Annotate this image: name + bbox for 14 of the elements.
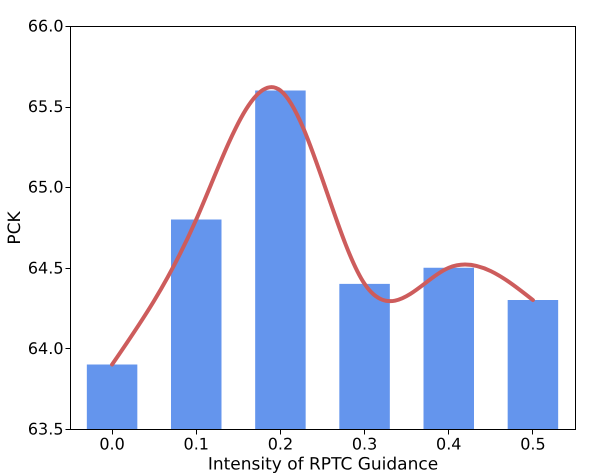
y-tick-label: 65.5 (28, 97, 64, 116)
y-tick-label: 66.0 (28, 16, 64, 36)
x-tick-label: 0.3 (352, 434, 378, 454)
x-tick-label: 0.0 (99, 434, 125, 454)
x-tick-label: 0.5 (520, 434, 546, 454)
x-tick-label: 0.4 (436, 434, 462, 454)
x-tick-label: 0.2 (268, 434, 294, 454)
y-tick-label: 63.5 (28, 420, 64, 438)
y-axis-title: PCK (4, 210, 25, 245)
x-axis-title: Intensity of RPTC Guidance (208, 454, 438, 474)
x-tick-label: 0.1 (184, 434, 209, 454)
y-tick-label: 64.0 (28, 338, 64, 358)
y-tick-label: 65.0 (28, 178, 64, 197)
y-tick-label: 64.5 (28, 258, 64, 278)
